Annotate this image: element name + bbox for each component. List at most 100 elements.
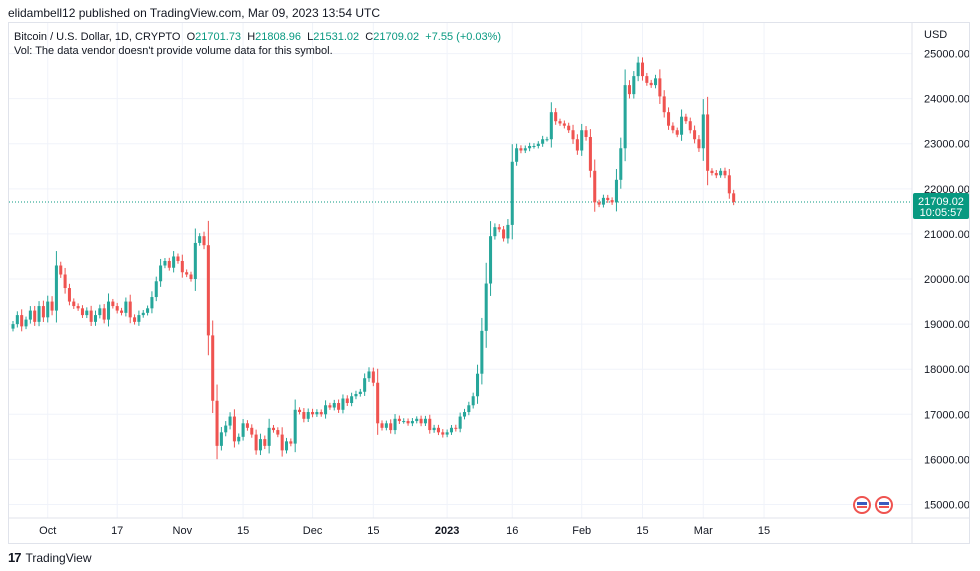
flag-icon <box>857 506 867 508</box>
candle-body <box>237 436 241 442</box>
volume-note: Vol: The data vendor doesn't provide vol… <box>14 45 333 57</box>
candle-body <box>541 139 545 144</box>
low-label: L <box>307 31 314 43</box>
currency-label: USD <box>924 29 947 41</box>
y-tick-label: 21000.00 <box>924 229 970 241</box>
candle-body <box>354 394 358 397</box>
candle-body <box>293 409 297 444</box>
candle-body <box>510 161 514 225</box>
candle-body <box>671 125 675 131</box>
candle-body <box>484 283 488 331</box>
candle-body <box>601 197 605 205</box>
candle-body <box>254 434 258 451</box>
candle-body <box>211 335 215 401</box>
y-tick-label: 25000.00 <box>924 49 970 61</box>
candle-body <box>732 193 736 202</box>
candlestick-chart[interactable]: 25000.00 24000.00 23000.00 22000.00 21000.00… <box>0 22 980 544</box>
candle-body <box>697 139 701 149</box>
high-value: 21808.96 <box>255 31 302 43</box>
candle-body <box>632 76 636 95</box>
candle-body <box>332 403 336 408</box>
candle-body <box>163 260 167 266</box>
candle-body <box>406 421 410 424</box>
candle-body <box>471 396 475 406</box>
candle-body <box>137 315 141 322</box>
candle-body <box>232 416 236 442</box>
candle-body <box>276 430 280 435</box>
candle-body <box>358 391 362 394</box>
candle-body <box>410 421 414 424</box>
candle-body <box>545 139 549 141</box>
candle-body <box>467 405 471 413</box>
candle-body <box>588 136 592 171</box>
candle-body <box>506 224 510 239</box>
candle-body <box>224 425 228 433</box>
candle-body <box>258 439 262 451</box>
candle-body <box>558 121 562 124</box>
flag-icon <box>879 506 889 508</box>
candle-body <box>571 130 575 140</box>
candle-body <box>89 310 93 322</box>
candle-body <box>63 274 67 289</box>
candle-body <box>636 62 640 77</box>
high-label: H <box>247 31 256 43</box>
candle-body <box>302 412 306 419</box>
candle-body <box>85 310 89 316</box>
candle-body <box>476 373 480 397</box>
candle-body <box>350 396 354 404</box>
x-tick-label: Mar <box>694 525 713 537</box>
candle-body <box>454 427 458 429</box>
candle-body <box>423 418 427 424</box>
candle-body <box>532 146 536 147</box>
candle-body <box>33 310 37 322</box>
candle-body <box>528 146 532 149</box>
candle-body <box>50 301 54 311</box>
candle-body <box>141 312 145 316</box>
candle-body <box>298 409 302 413</box>
candle-body <box>397 418 401 422</box>
candle-body <box>432 427 436 431</box>
candle-body <box>562 123 566 126</box>
candle-body <box>176 256 180 261</box>
candle-body <box>389 423 393 431</box>
candle-body <box>345 398 349 404</box>
candle-body <box>380 423 384 428</box>
candle-body <box>154 281 158 298</box>
close-value: 21709.02 <box>373 31 420 43</box>
candle-body <box>376 382 380 424</box>
candle-body <box>493 227 497 237</box>
footer-brand: TradingView <box>25 550 92 565</box>
candle-body <box>667 112 671 126</box>
candle-body <box>519 148 523 151</box>
x-tick-label: 15 <box>237 525 249 537</box>
candle-body <box>384 423 388 428</box>
x-tick-label: 2023 <box>435 525 459 537</box>
candle-body <box>124 301 128 313</box>
candle-body <box>462 412 467 417</box>
x-tick-label: 15 <box>367 525 379 537</box>
candle-body <box>284 441 289 451</box>
close-label: C <box>365 31 374 43</box>
candle-body <box>441 432 445 435</box>
candle-body <box>693 130 697 140</box>
candle-body <box>680 116 684 135</box>
candle-body <box>198 236 202 243</box>
candle-body <box>480 330 484 374</box>
candle-body <box>567 125 571 131</box>
candle-body <box>723 170 727 176</box>
candle-body <box>393 418 397 431</box>
candle-body <box>415 418 419 422</box>
candle-body <box>150 297 154 309</box>
candle-body <box>614 179 618 203</box>
candle-body <box>324 405 328 415</box>
candle-body <box>610 200 614 203</box>
candle-body <box>710 170 714 174</box>
candle-body <box>189 274 193 280</box>
candle-body <box>584 130 588 137</box>
candle-body <box>37 306 41 322</box>
chart-area[interactable]: 25000.00 24000.00 23000.00 22000.00 21000.00… <box>0 22 980 544</box>
candle-body <box>658 78 662 97</box>
candle-body <box>554 112 558 122</box>
candle-body <box>102 308 106 320</box>
candle-body <box>319 412 323 415</box>
